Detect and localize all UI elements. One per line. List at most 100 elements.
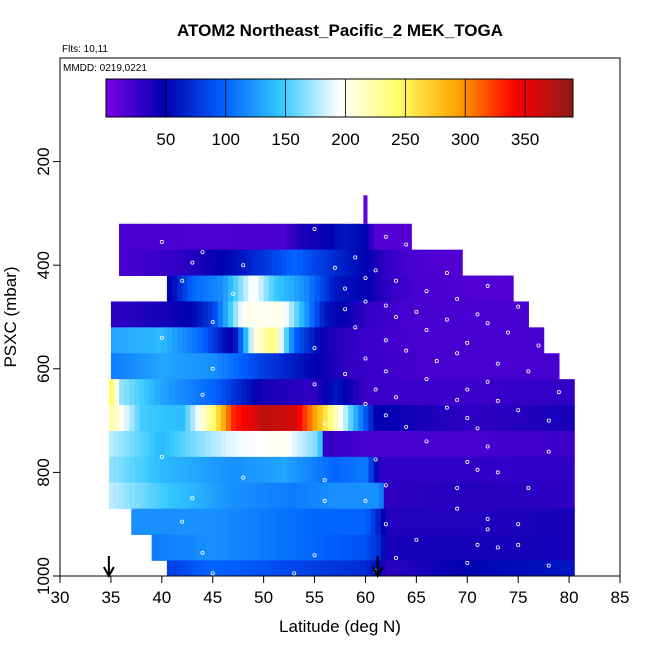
- heatmap-cell: [207, 560, 214, 577]
- heatmap-cell: [222, 327, 229, 354]
- heatmap-cell: [241, 379, 247, 406]
- heatmap-cell: [144, 223, 151, 251]
- heatmap-cell: [281, 223, 288, 251]
- sample-point: [495, 545, 500, 550]
- heatmap-cell: [380, 560, 387, 577]
- heatmap-cell: [253, 353, 260, 380]
- heatmap-cell: [210, 482, 217, 510]
- heatmap-cell: [521, 456, 527, 484]
- heatmap-cell: [231, 223, 237, 251]
- heatmap-cell: [541, 456, 548, 484]
- sample-point: [424, 377, 429, 382]
- sample-point: [485, 444, 490, 449]
- heatmap-cell: [292, 430, 298, 458]
- heatmap-cell: [207, 353, 214, 380]
- heatmap-cell: [268, 327, 275, 354]
- heatmap-cell: [309, 560, 316, 577]
- heatmap-cell: [271, 482, 278, 510]
- heatmap-cell: [508, 508, 514, 535]
- heatmap-cell: [556, 456, 563, 484]
- sample-point: [159, 454, 164, 459]
- heatmap-cell: [319, 301, 326, 328]
- sample-point: [312, 382, 317, 387]
- heatmap-cell: [197, 534, 204, 561]
- heatmap-cell: [436, 560, 443, 577]
- heatmap-cell: [439, 430, 446, 458]
- heatmap-cell: [217, 353, 224, 380]
- sample-point: [546, 563, 551, 568]
- heatmap-cell: [355, 327, 361, 354]
- heatmap-cell: [355, 560, 361, 577]
- heatmap-cell: [261, 405, 268, 432]
- heatmap-cell: [482, 508, 489, 535]
- heatmap-cell: [263, 301, 270, 328]
- heatmap-cell: [236, 456, 242, 484]
- heatmap-cell: [175, 430, 181, 458]
- heatmap-cell: [337, 456, 344, 484]
- heatmap-cell: [139, 379, 146, 406]
- heatmap-cell: [180, 430, 186, 458]
- heatmap-cell: [253, 534, 260, 561]
- heatmap-cell: [246, 223, 253, 251]
- heatmap-cell: [444, 405, 451, 432]
- sample-point: [312, 346, 317, 351]
- heatmap-cell: [337, 249, 344, 276]
- heatmap-cell: [172, 301, 178, 328]
- heatmap-cell: [523, 534, 529, 561]
- heatmap-cell: [332, 456, 339, 484]
- heatmap-cell: [452, 534, 458, 561]
- heatmap-cell: [319, 560, 326, 577]
- heatmap-cell: [312, 249, 319, 276]
- sample-point: [200, 250, 205, 255]
- heatmap-cell: [195, 430, 202, 458]
- heatmap-cell: [393, 405, 400, 432]
- heatmap-cell: [444, 430, 451, 458]
- heatmap-cell: [238, 534, 244, 561]
- heatmap-cell: [263, 534, 270, 561]
- heatmap-cell: [434, 482, 441, 510]
- heatmap-cell: [215, 456, 222, 484]
- heatmap-cell: [350, 353, 356, 380]
- sample-point: [200, 392, 205, 397]
- heatmap-cell: [546, 482, 553, 510]
- heatmap-cell: [495, 379, 502, 406]
- heatmap-cell: [358, 223, 365, 251]
- heatmap-cell: [373, 223, 380, 251]
- x-tick-label: 75: [509, 588, 528, 607]
- heatmap-cell: [358, 405, 365, 432]
- heatmap-cell: [129, 456, 135, 484]
- heatmap-cell: [169, 379, 176, 406]
- heatmap-cell: [273, 534, 280, 561]
- heatmap-cell: [124, 482, 130, 510]
- heatmap-cell: [332, 223, 339, 251]
- heatmap-cell: [523, 301, 529, 328]
- heatmap-cell: [414, 482, 421, 510]
- heatmap-cell: [528, 560, 535, 577]
- heatmap-cell: [210, 379, 217, 406]
- heatmap-cell: [393, 379, 400, 406]
- heatmap-cell: [419, 482, 426, 510]
- heatmap-cell: [129, 405, 135, 432]
- heatmap-cell: [159, 430, 166, 458]
- heatmap-cell: [314, 353, 321, 380]
- heatmap-cell: [429, 482, 436, 510]
- heatmap-cell: [523, 353, 529, 380]
- heatmap-cell: [561, 405, 568, 432]
- heatmap-cell: [434, 430, 441, 458]
- heatmap-cell: [248, 327, 255, 354]
- heatmap-cell: [472, 275, 479, 302]
- heatmap-cell: [253, 327, 260, 354]
- heatmap-cell: [368, 249, 375, 276]
- heatmap-cell: [475, 405, 482, 432]
- sample-point: [343, 307, 348, 312]
- heatmap-cell: [441, 534, 448, 561]
- heatmap-cell: [159, 223, 166, 251]
- heatmap-cell: [373, 249, 380, 276]
- heatmap-cell: [452, 560, 458, 577]
- heatmap-cell: [281, 430, 288, 458]
- sample-point: [180, 519, 185, 524]
- heatmap-cell: [462, 508, 468, 535]
- heatmap-cell: [177, 353, 183, 380]
- heatmap-cell: [248, 275, 255, 302]
- heatmap-cell: [297, 379, 303, 406]
